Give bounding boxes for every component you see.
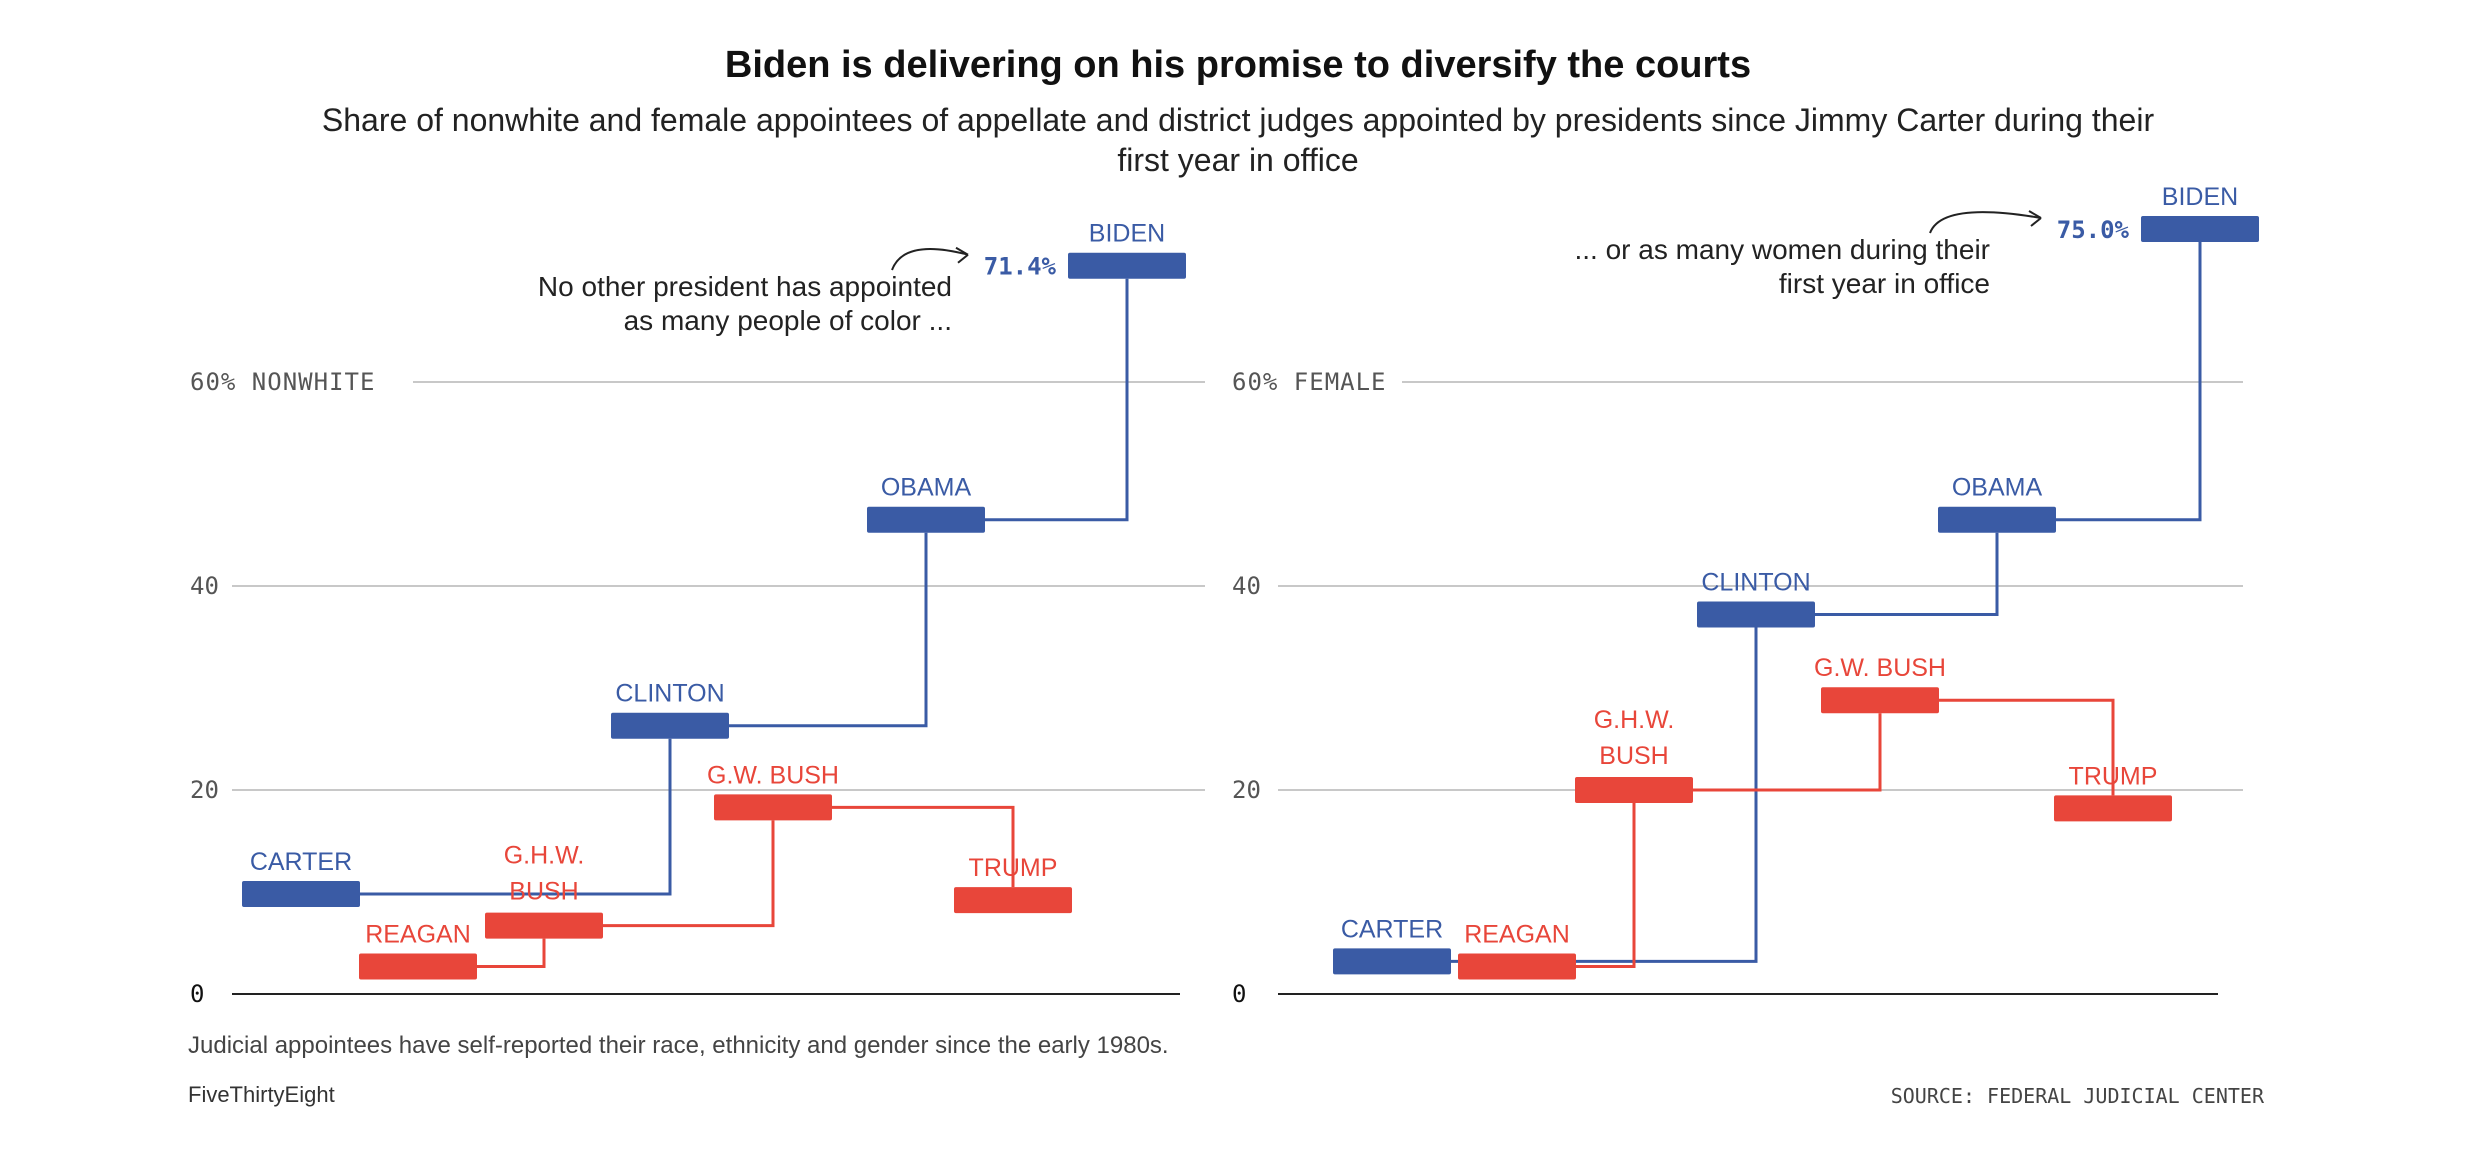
panel2-republican-step-line-g-w-bush-to-trump [1939,698,2115,796]
panel2-annotation-arrow [1929,211,2042,234]
brand-credit: FiveThirtyEight [188,1082,335,1107]
panel1-bar-trump [954,887,1072,914]
panel1-annotation-arrow [891,248,969,271]
panel1-bar-label-reagan: REAGAN [365,920,471,948]
panel1-bar-clinton [611,712,729,739]
panel2-bar-trump [2054,795,2172,822]
panel1-y-tick-label: 20 [190,776,219,804]
panel1-bar-carter [242,881,360,908]
panel1-annotation-line2: as many people of color ... [624,305,952,336]
panel2-bar-label-biden: BIDEN [2162,183,2238,211]
panel1-bar-label-carter: CARTER [250,848,352,876]
panel2-annotation-line2: first year in office [1779,268,1990,299]
panel2-bar-label-obama: OBAMA [1952,474,2043,502]
panel1-bar-g-w-bush [714,794,832,821]
panel1-republican-step-line-g-w-bush-to-trump [832,805,1015,888]
panel1-bar-obama [867,506,985,533]
panel1-democrat-step-line-carter-to-clinton [360,738,672,896]
panel1-top-gridline-label: 60% NONWHITE [190,368,375,396]
panel1-democrat-step-line-clinton-to-obama [729,532,928,728]
panel2-republican-step-line-g-h-w-bush-to-g-w-bush [1693,713,1882,792]
panel1-annotation-line1: No other president has appointed [538,271,952,302]
panel1-bar-label-g-h-w-bush-line2: BUSH [509,878,578,906]
panel2-bar-g-h-w-bush [1575,777,1693,803]
panel1-bar-label-clinton: CLINTON [615,680,724,708]
panel2-annotation-arrowhead [2028,210,2042,227]
source-credit: SOURCE: FEDERAL JUDICIAL CENTER [1890,1084,2264,1108]
panel2-bar-reagan [1458,953,1576,980]
panel2-bar-label-clinton: CLINTON [1701,569,1810,597]
panel1-democrat-step-line-obama-to-biden [985,278,1129,522]
panel1-y-tick-label: 0 [190,980,204,1008]
panel2-bar-obama [1938,506,2056,533]
panel1-bar-label-g-w-bush: G.W. BUSH [707,761,839,789]
panel2-bar-label-g-w-bush: G.W. BUSH [1814,654,1946,682]
panel2-bar-label-g-h-w-bush-line1: G.H.W. [1594,706,1675,734]
panel2-bar-label-carter: CARTER [1341,915,1443,943]
panel2-y-tick-label: 20 [1232,776,1261,804]
panel1-republican-step-line-g-h-w-bush-to-g-w-bush [603,820,775,928]
panel2-bar-g-w-bush [1821,687,1939,714]
chart-title: Biden is delivering on his promise to di… [724,44,1752,86]
panel1-bar-biden [1068,252,1186,279]
panel2-top-gridline-label: 60% FEMALE [1232,368,1387,396]
panel1-bar-label-obama: OBAMA [881,474,972,502]
panel1-bar-label-biden: BIDEN [1089,220,1165,248]
panel1-bar-reagan [359,953,477,980]
panel2-bar-label-trump: TRUMP [2069,762,2158,790]
panel1-bar-g-h-w-bush [485,912,603,939]
panel1-y-tick-label: 40 [190,572,219,600]
panel1-bar-label-g-h-w-bush-line1: G.H.W. [504,842,585,870]
panel2-y-tick-label: 40 [1232,572,1261,600]
panel2-bar-label-reagan: REAGAN [1464,920,1570,948]
panel2-highlight-value: 75.0% [2057,216,2130,244]
chart-subtitle: Share of nonwhite and female appointees … [321,102,2155,178]
panel2-bar-label-g-h-w-bush-line2: BUSH [1599,742,1668,770]
panel2-y-tick-label: 0 [1232,980,1246,1008]
panel2-annotation-line1: ... or as many women during their [1574,234,1990,265]
panel2-bar-biden [2141,216,2259,242]
panel1-bar-label-trump: TRUMP [969,854,1058,882]
footnote: Judicial appointees have self-reported t… [188,1032,1169,1059]
panel2-democrat-step-line-obama-to-biden [2056,242,2202,522]
panel2-bar-carter [1333,948,1451,975]
panel1-highlight-value: 71.4% [984,253,1057,281]
panel2-democrat-step-line-clinton-to-obama [1815,532,1999,617]
panel1-annotation-arrowhead [955,246,969,264]
panel2-republican-step-line-reagan-to-g-h-w-bush [1576,803,1636,968]
panel2-bar-clinton [1697,601,1815,628]
panel1-republican-step-line-reagan-to-g-h-w-bush [477,938,546,968]
